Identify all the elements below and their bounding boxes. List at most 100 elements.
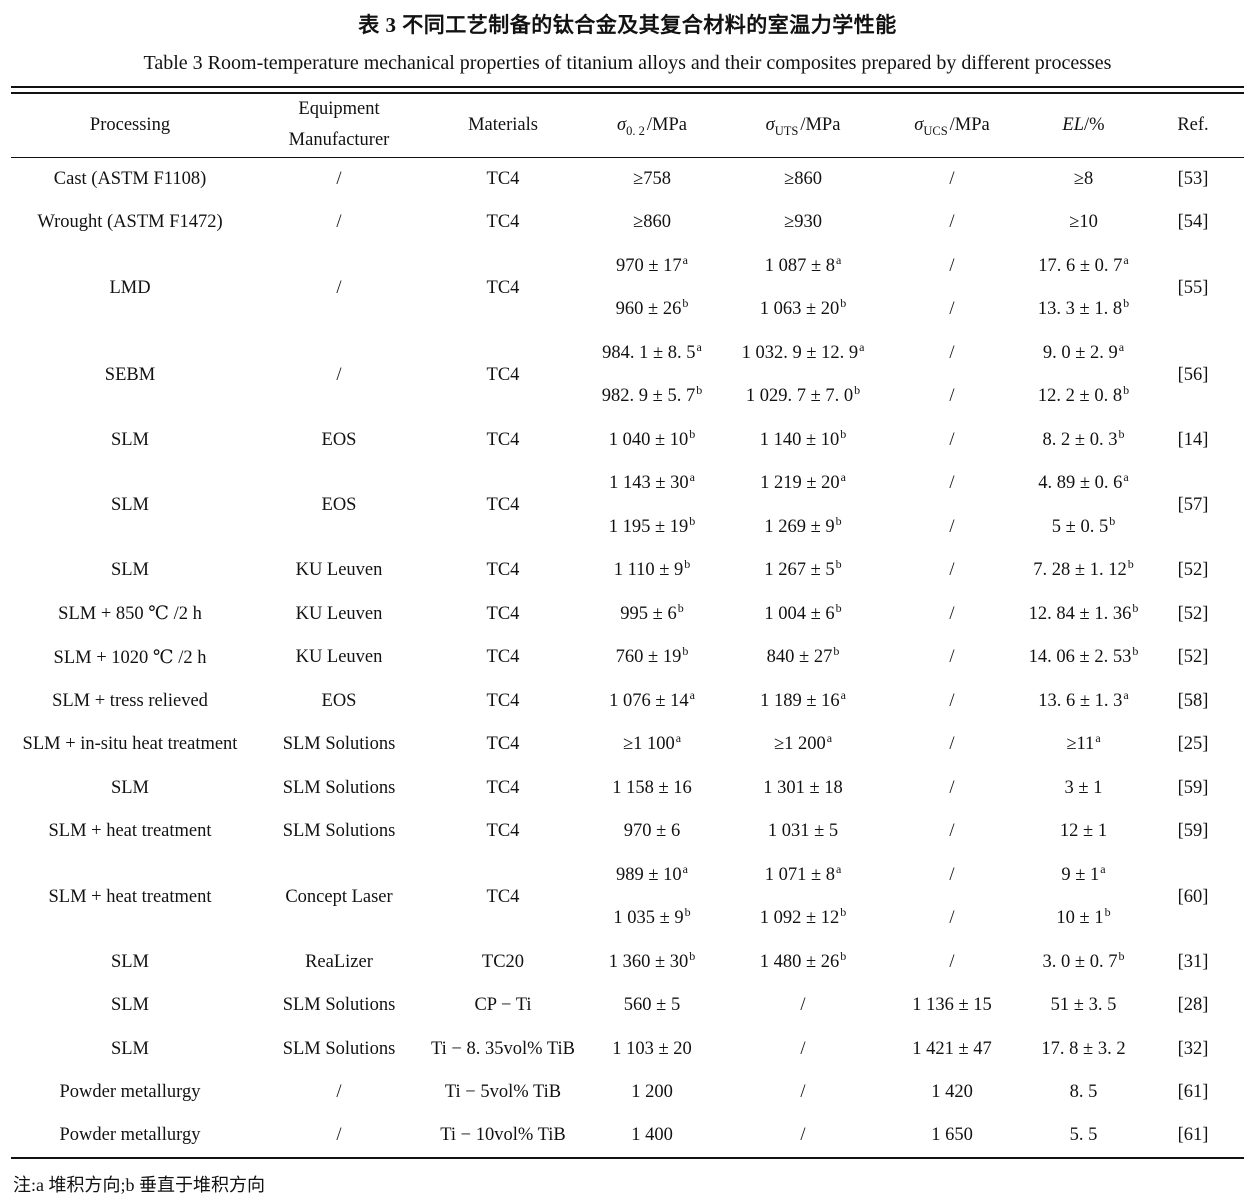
- cell-ucs: /: [949, 821, 955, 842]
- cell-ref: [59]: [1177, 777, 1209, 798]
- cell-equipment-manufacturer: /: [336, 277, 342, 298]
- header-equipment-line1: Equipment: [298, 99, 380, 120]
- direction-superscript: a: [1123, 470, 1129, 485]
- cell-ref: [60]: [1177, 886, 1209, 907]
- cell-materials: TC4: [486, 277, 520, 298]
- direction-superscript: b: [1118, 426, 1125, 441]
- table-row: SLM + 850 ℃ /2 h KU Leuven TC4 995 ± 6b 1 00…: [11, 593, 1244, 637]
- sigma-uts-unit: /MPa: [800, 114, 841, 135]
- direction-superscript: b: [689, 948, 696, 963]
- direction-superscript: b: [840, 905, 847, 920]
- cell-el: ≥11a: [1066, 731, 1101, 755]
- direction-superscript: a: [682, 861, 688, 876]
- cell-ref: [56]: [1177, 364, 1209, 385]
- cell-s02: 1 360 ± 30b: [608, 948, 696, 972]
- direction-superscript: b: [1104, 905, 1111, 920]
- cell-equipment-manufacturer: /: [336, 1125, 342, 1146]
- table-row: LMD / TC4 970 ± 17a 1 087 ± 8a / 17. 6 ± 0. 7a…: [11, 245, 1244, 298]
- cell-uts: 1 092 ± 12b: [759, 905, 847, 929]
- cell-processing: SLM + 1020 ℃ /2 h: [53, 647, 207, 668]
- cell-ucs: /: [949, 516, 955, 537]
- direction-superscript: b: [833, 644, 840, 659]
- header-row: Processing Equipment Manufacturer Materi…: [11, 93, 1244, 158]
- direction-superscript: b: [696, 383, 703, 398]
- cell-el: 3 ± 1: [1064, 777, 1103, 798]
- cell-processing: SLM: [110, 995, 150, 1016]
- cell-s02: 1 200: [631, 1082, 673, 1103]
- cell-s02: 1 103 ± 20: [612, 1038, 692, 1059]
- cell-ref: [28]: [1177, 995, 1209, 1016]
- direction-superscript: b: [840, 948, 847, 963]
- cell-uts: 1 071 ± 8a: [764, 861, 842, 885]
- cell-ucs: /: [949, 908, 955, 929]
- direction-superscript: b: [1127, 557, 1134, 572]
- sigma-uts-subscript: UTS: [774, 123, 799, 138]
- sigma-ucs-subscript: UCS: [923, 123, 948, 138]
- header-sigma-ucs: σUCS/MPa: [879, 93, 1025, 158]
- cell-equipment-manufacturer: SLM Solutions: [282, 734, 396, 755]
- direction-superscript: b: [835, 557, 842, 572]
- header-sigma-uts: σUTS/MPa: [727, 93, 879, 158]
- cell-ucs: /: [949, 429, 955, 450]
- cell-ref: [31]: [1177, 951, 1209, 972]
- cell-ref: [59]: [1177, 821, 1209, 842]
- cell-uts: 1 267 ± 5b: [764, 557, 842, 581]
- cell-s02: 995 ± 6b: [620, 600, 684, 624]
- cell-uts: ≥930: [784, 212, 822, 233]
- cell-el: ≥8: [1073, 169, 1094, 189]
- cell-el: 5. 5: [1069, 1125, 1098, 1146]
- direction-superscript: a: [682, 252, 688, 267]
- cell-processing: Wrought (ASTM F1472): [37, 212, 223, 233]
- cell-materials: TC4: [486, 364, 520, 385]
- cell-ref: [52]: [1177, 603, 1209, 624]
- cell-ref: [61]: [1177, 1125, 1209, 1146]
- table-row: 982. 9 ± 5. 7b 1 029. 7 ± 7. 0b / 12. 2 ± 0…: [11, 375, 1244, 419]
- table-row: Powder metallurgy / Ti − 10vol% TiB 1 400 / 1…: [11, 1115, 1244, 1159]
- cell-el: 12. 2 ± 0. 8b: [1037, 383, 1130, 407]
- cell-s02: 1 076 ± 14a: [609, 687, 695, 711]
- table-row: SLM SLM Solutions TC4 1 158 ± 16 1 301 ± 18 /…: [11, 767, 1244, 811]
- table-row: Wrought (ASTM F1472) / TC4 ≥860 ≥930 / ≥10 [54]: [11, 201, 1244, 245]
- cell-el: 17. 8 ± 3. 2: [1041, 1038, 1126, 1059]
- cell-ucs: 1 136 ± 15: [912, 995, 992, 1016]
- cell-equipment-manufacturer: SLM Solutions: [282, 995, 396, 1016]
- direction-superscript: a: [835, 252, 842, 267]
- direction-superscript: b: [1123, 383, 1130, 398]
- cell-uts: 1 480 ± 26b: [759, 948, 847, 972]
- cell-materials: CP − Ti: [474, 995, 532, 1016]
- cell-ucs: /: [949, 169, 955, 189]
- cell-processing: SLM + tress relieved: [52, 690, 208, 711]
- cell-ucs: /: [949, 777, 955, 798]
- cell-ref: [32]: [1177, 1038, 1209, 1059]
- direction-superscript: a: [675, 731, 682, 746]
- cell-materials: TC4: [486, 212, 520, 233]
- cell-s02: ≥758: [633, 169, 671, 189]
- table-footnote: 注:a 堆积方向;b 垂直于堆积方向: [13, 1175, 265, 1195]
- direction-superscript: b: [854, 383, 861, 398]
- cell-s02: 1 035 ± 9b: [613, 905, 691, 929]
- cell-s02: ≥1 100a: [622, 731, 682, 755]
- cell-uts: 1 087 ± 8a: [764, 252, 842, 276]
- sigma-02-unit: /MPa: [646, 114, 687, 135]
- header-elongation: EL/%: [1025, 93, 1142, 158]
- direction-superscript: a: [1095, 731, 1101, 746]
- cell-materials: TC4: [486, 429, 520, 450]
- direction-superscript: b: [682, 296, 689, 311]
- direction-superscript: b: [1109, 513, 1116, 528]
- direction-superscript: b: [689, 513, 696, 528]
- cell-ref: [52]: [1177, 560, 1209, 581]
- cell-processing: SLM: [110, 429, 150, 450]
- direction-superscript: b: [689, 426, 696, 441]
- cell-equipment-manufacturer: KU Leuven: [295, 603, 383, 624]
- direction-superscript: b: [1118, 948, 1125, 963]
- cell-uts: /: [800, 995, 806, 1016]
- cell-uts: 840 ± 27b: [766, 644, 840, 668]
- direction-superscript: a: [835, 861, 842, 876]
- cell-materials: Ti − 10vol% TiB: [440, 1125, 566, 1146]
- header-equipment-line2: Manufacturer: [288, 130, 390, 151]
- cell-ucs: /: [949, 690, 955, 711]
- direction-superscript: a: [1100, 861, 1106, 876]
- direction-superscript: b: [1132, 600, 1139, 615]
- direction-superscript: b: [840, 426, 847, 441]
- cell-ucs: 1 421 ± 47: [912, 1038, 992, 1059]
